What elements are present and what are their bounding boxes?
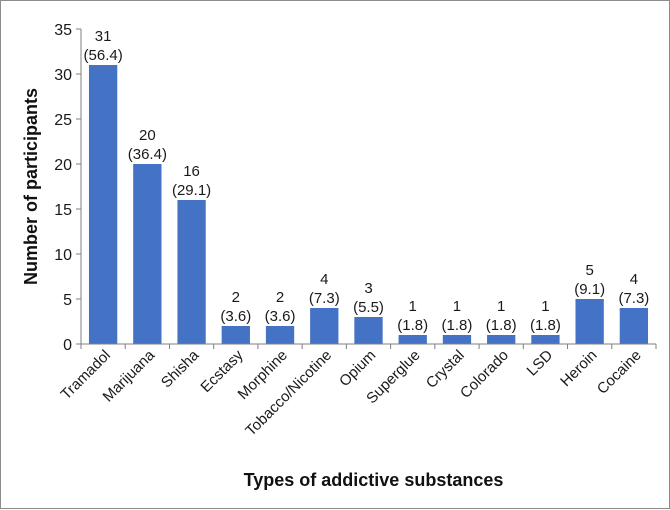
y-tick-label: 5 bbox=[63, 292, 72, 309]
x-tick-label: Colorado bbox=[457, 347, 512, 402]
bar bbox=[265, 326, 295, 344]
data-label-percent: (1.8) bbox=[397, 317, 428, 334]
data-label-percent: (7.3) bbox=[309, 290, 340, 307]
x-axis-title: Types of addictive substances bbox=[244, 470, 504, 490]
x-tick-label: Shisha bbox=[158, 346, 203, 391]
data-label-percent: (3.6) bbox=[220, 308, 251, 325]
data-label-percent: (3.6) bbox=[265, 308, 296, 325]
bar bbox=[133, 164, 162, 344]
y-tick-label: 10 bbox=[54, 247, 72, 264]
data-label-count: 2 bbox=[232, 289, 240, 306]
data-label-percent: (7.3) bbox=[618, 290, 649, 307]
y-axis: 0 5 10 15 20 25 30 35 bbox=[54, 22, 82, 354]
data-label-percent: (9.1) bbox=[574, 281, 605, 298]
bar bbox=[310, 308, 339, 344]
bar bbox=[487, 335, 516, 344]
data-label-count: 1 bbox=[409, 298, 417, 315]
data-label-percent: (1.8) bbox=[442, 317, 473, 334]
bar bbox=[575, 299, 604, 344]
data-label-count: 16 bbox=[183, 163, 200, 180]
data-label-count: 1 bbox=[497, 298, 505, 315]
y-tick-label: 35 bbox=[54, 22, 72, 39]
y-tick-label: 30 bbox=[54, 67, 72, 84]
x-tick-label: Heroin bbox=[557, 347, 600, 390]
data-label-count: 1 bbox=[453, 298, 461, 315]
data-label-count: 2 bbox=[276, 289, 284, 306]
bar bbox=[531, 335, 560, 344]
bar bbox=[398, 335, 427, 344]
y-tick-label: 25 bbox=[54, 112, 72, 129]
data-label-count: 5 bbox=[585, 262, 593, 279]
data-label-count: 20 bbox=[139, 127, 156, 144]
bar bbox=[354, 317, 383, 344]
data-label-percent: (5.5) bbox=[353, 299, 384, 316]
bar bbox=[88, 65, 118, 344]
data-label-percent: (29.1) bbox=[172, 182, 211, 199]
data-label-count: 4 bbox=[320, 271, 328, 288]
data-label-percent: (56.4) bbox=[84, 47, 123, 64]
bar bbox=[619, 308, 649, 344]
bar bbox=[177, 200, 206, 344]
data-label-count: 31 bbox=[95, 28, 112, 45]
y-tick-label: 20 bbox=[54, 157, 72, 174]
data-label-percent: (1.8) bbox=[530, 317, 561, 334]
y-tick-label: 15 bbox=[54, 202, 72, 219]
bars-group bbox=[88, 65, 649, 344]
data-labels-group: 31(56.4)20(36.4)16(29.1)2(3.6)2(3.6)4(7.… bbox=[84, 28, 650, 334]
x-tick-label: LSD bbox=[524, 347, 557, 380]
x-tick-label: Opium bbox=[336, 347, 379, 390]
x-tick-label: Cocaine bbox=[594, 347, 645, 398]
data-label-count: 3 bbox=[364, 280, 372, 297]
y-tick-label: 0 bbox=[63, 337, 72, 354]
y-axis-title: Number of participants bbox=[21, 88, 41, 285]
bar bbox=[221, 326, 250, 344]
data-label-count: 4 bbox=[630, 271, 638, 288]
data-label-count: 1 bbox=[541, 298, 549, 315]
bar bbox=[442, 335, 472, 344]
data-label-percent: (36.4) bbox=[128, 146, 167, 163]
data-label-percent: (1.8) bbox=[486, 317, 517, 334]
